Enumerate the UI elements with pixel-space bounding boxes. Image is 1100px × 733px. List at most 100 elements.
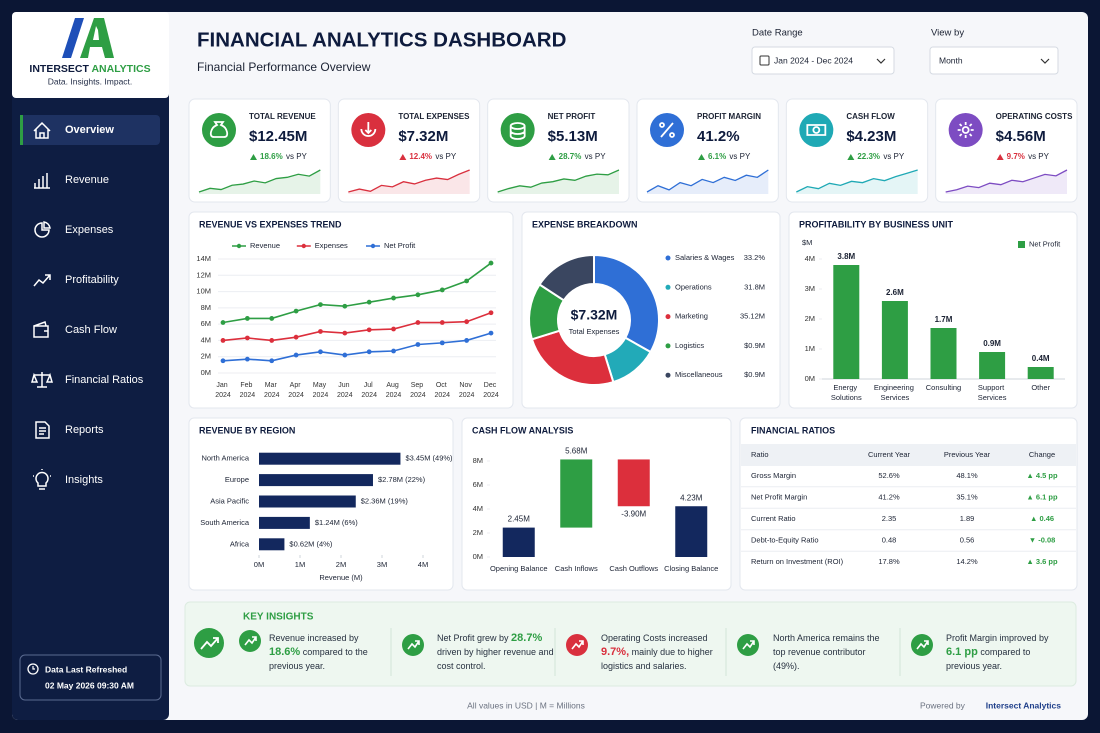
point [318, 349, 323, 355]
kpi-label: TOTAL EXPENSES [398, 112, 470, 121]
point [439, 287, 445, 293]
data-label: 1.7M [935, 315, 953, 324]
x-tick-label: 4M [418, 560, 428, 569]
point [293, 308, 299, 314]
change-cell: ▲ 4.5 pp [1026, 471, 1058, 480]
insight-icon-glyph [571, 640, 584, 650]
point [439, 320, 445, 325]
point [415, 292, 421, 298]
nav-item[interactable]: Overview [65, 124, 114, 136]
table-cell: 52.6% [878, 471, 900, 480]
change-cell: ▲ 3.6 pp [1026, 557, 1058, 566]
x-tick-label: 0M [254, 560, 264, 569]
data-label: 0.4M [1032, 354, 1050, 363]
legend-marker [665, 372, 671, 378]
kpi-arrow [996, 154, 1004, 160]
bar [560, 459, 593, 528]
point [488, 260, 494, 266]
date-select[interactable] [751, 46, 895, 75]
legend-label: Salaries & Wages [675, 253, 735, 262]
legend-marker [665, 314, 671, 320]
point [269, 338, 275, 343]
bar [259, 474, 373, 487]
legend-label: Net Profit [384, 241, 416, 250]
nav-icon [31, 372, 53, 388]
kpi-icon-glyph [957, 122, 974, 138]
legend-marker [665, 343, 671, 349]
legend-value: $0.9M [744, 341, 765, 350]
kpi-icon-glyph [209, 121, 229, 138]
sparkline [796, 169, 918, 193]
legend-value: 31.8M [744, 282, 765, 291]
bar [259, 495, 356, 508]
refresh-icon [27, 663, 39, 675]
x-tick-label: Jun 2024 [337, 382, 353, 399]
kpi-icon-glyph [806, 124, 827, 136]
sparkline [198, 169, 321, 193]
y-tick-label: 4M [473, 504, 483, 513]
nav-item[interactable]: Profitability [65, 274, 119, 286]
bar [1027, 367, 1054, 379]
bar [259, 516, 310, 529]
kpi-value: $7.32M [398, 128, 448, 145]
y-tick-label: 12M [196, 270, 211, 279]
nav-item[interactable]: Financial Ratios [65, 374, 144, 386]
data-label: 2.6M [886, 288, 904, 297]
column-header: Ratio [751, 450, 769, 459]
nav-item[interactable]: Reports [65, 424, 104, 436]
y-tick-label: 6M [473, 480, 483, 489]
x-tick-label: Opening Balance [490, 564, 548, 573]
view-select[interactable] [929, 46, 1059, 75]
point [488, 330, 494, 336]
sparkline-area [647, 170, 769, 194]
point [318, 302, 323, 307]
donut-center-value: $7.32M [571, 307, 618, 323]
nav-active-bar [20, 115, 23, 145]
table-cell: 48.1% [956, 471, 978, 480]
sparkline-area [945, 170, 1067, 194]
legend-label: Miscellaneous [675, 370, 723, 379]
chart-title: CASH FLOW ANALYSIS [472, 425, 573, 435]
nav-item[interactable]: Insights [65, 474, 103, 486]
point [342, 352, 348, 358]
kpi-icon [500, 113, 535, 147]
chart-title: PROFITABILITY BY BUSINESS UNIT [799, 219, 954, 229]
x-tick-label: May 2024 [313, 382, 329, 399]
nav-icon [33, 274, 51, 287]
x-tick-label: Sep 2024 [410, 382, 426, 399]
data-label: $3.45M (49%) [405, 454, 453, 463]
y-tick-label: 6M [201, 319, 211, 328]
bar [259, 452, 401, 465]
change-cell: ▲ 6.1 pp [1026, 492, 1058, 501]
sparkline-area [348, 170, 470, 194]
insights-icon [200, 637, 219, 650]
legend-label: Expenses [315, 241, 348, 250]
sparkline [348, 169, 470, 193]
y-tick-label: 1M [805, 344, 815, 353]
kpi-label: CASH FLOW [846, 112, 895, 121]
y-axis-label: $M [802, 238, 812, 247]
table-cell: 41.2% [878, 492, 900, 501]
brand-tagline: Data. Insights. Impact. [48, 76, 133, 86]
point [464, 319, 470, 325]
nav-item[interactable]: Expenses [65, 224, 114, 236]
table-cell: Current Ratio [751, 514, 796, 523]
x-tick-label: Aug 2024 [386, 382, 402, 399]
nav-item[interactable]: Revenue [65, 174, 109, 186]
x-tick-label: Engineering Services [874, 383, 916, 402]
nav-icon [34, 173, 50, 189]
y-tick-label: 14M [196, 254, 211, 263]
nav-active [20, 115, 160, 145]
kpi-change: 22.3% [857, 152, 880, 161]
x-tick-label: Jul 2024 [361, 382, 377, 399]
donut-slice [538, 253, 595, 302]
table-title: FINANCIAL RATIOS [751, 425, 835, 435]
logo-box [12, 12, 169, 98]
point [391, 295, 396, 301]
data-label: 3.8M [837, 252, 855, 261]
point [220, 320, 226, 325]
table-cell: 14.2% [956, 557, 978, 566]
y-tick-label: 2M [201, 352, 211, 361]
nav-item[interactable]: Cash Flow [65, 324, 117, 336]
kpi-icon [799, 113, 834, 147]
